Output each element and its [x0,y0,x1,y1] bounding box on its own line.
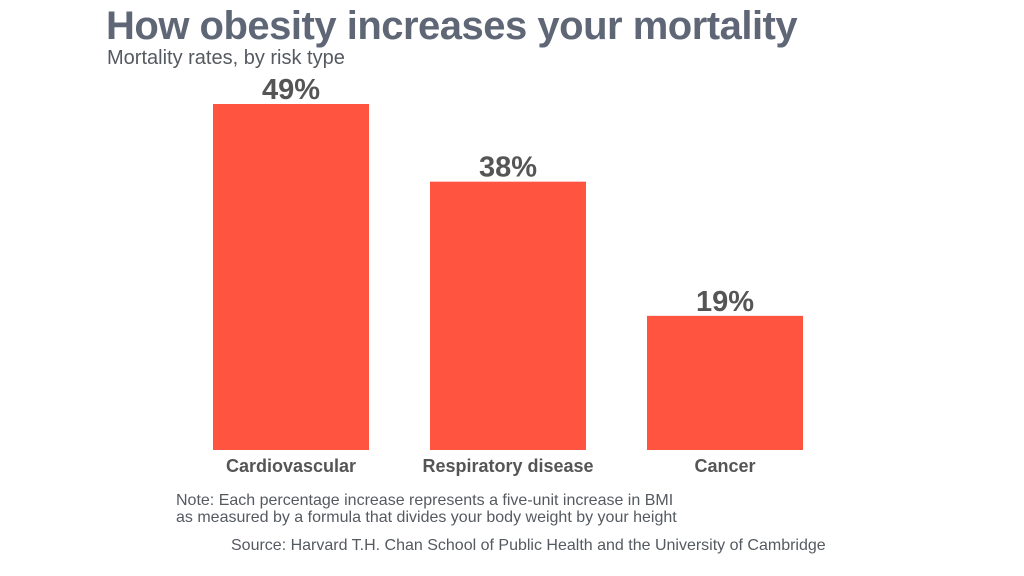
note-line-1: Note: Each percentage increase represent… [176,492,674,509]
category-label: Cancer [694,456,755,476]
category-label: Cardiovascular [226,456,356,476]
bar-cancer [647,315,803,450]
chart-source: Source: Harvard T.H. Chan School of Publ… [231,537,826,554]
note-line-2: as measured by a formula that divides yo… [176,509,677,526]
chart-title: How obesity increases your mortality [106,4,798,48]
bar-cardiovascular [213,104,369,450]
chart-subtitle: Mortality rates, by risk type [107,47,345,69]
bar-respiratory-disease [430,181,586,450]
category-label: Respiratory disease [422,456,593,476]
value-label: 19% [696,286,754,318]
chart-note: Note: Each percentage increase represent… [176,492,677,526]
value-label: 49% [262,74,320,106]
value-label: 38% [479,152,537,184]
